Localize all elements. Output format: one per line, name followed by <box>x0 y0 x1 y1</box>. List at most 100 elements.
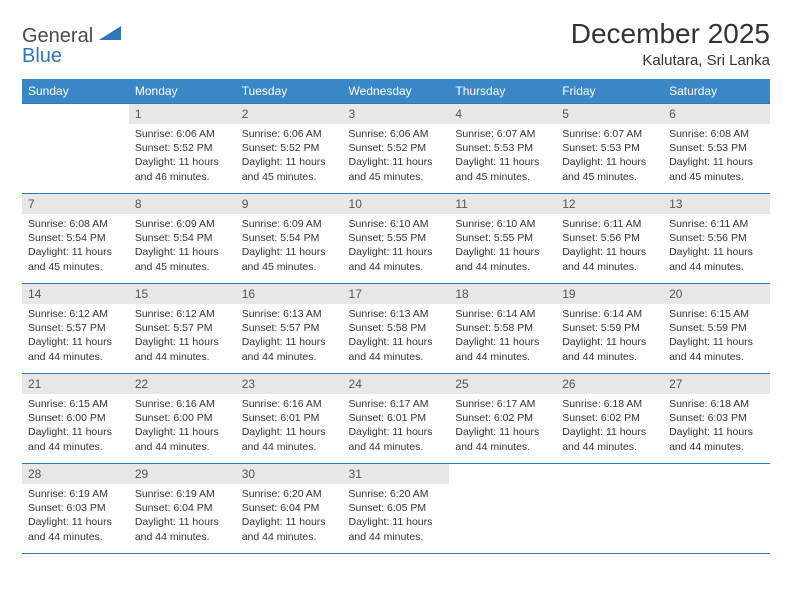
calendar-row: 7Sunrise: 6:08 AMSunset: 5:54 PMDaylight… <box>22 194 770 284</box>
day-cell: 18Sunrise: 6:14 AMSunset: 5:58 PMDayligh… <box>449 284 556 374</box>
day-cell: 27Sunrise: 6:18 AMSunset: 6:03 PMDayligh… <box>663 374 770 464</box>
logo-word2: Blue <box>22 45 62 67</box>
day-data: Sunrise: 6:17 AMSunset: 6:02 PMDaylight:… <box>449 394 556 458</box>
day-cell: 11Sunrise: 6:10 AMSunset: 5:55 PMDayligh… <box>449 194 556 284</box>
day-number: 17 <box>343 284 450 304</box>
location: Kalutara, Sri Lanka <box>571 52 770 69</box>
day-number: 3 <box>343 104 450 124</box>
day-cell: 21Sunrise: 6:15 AMSunset: 6:00 PMDayligh… <box>22 374 129 464</box>
day-number: 6 <box>663 104 770 124</box>
day-cell: 26Sunrise: 6:18 AMSunset: 6:02 PMDayligh… <box>556 374 663 464</box>
day-cell: 28Sunrise: 6:19 AMSunset: 6:03 PMDayligh… <box>22 464 129 554</box>
day-number: 10 <box>343 194 450 214</box>
calendar-head: SundayMondayTuesdayWednesdayThursdayFrid… <box>22 79 770 104</box>
day-number: 4 <box>449 104 556 124</box>
day-number: 11 <box>449 194 556 214</box>
day-cell: 17Sunrise: 6:13 AMSunset: 5:58 PMDayligh… <box>343 284 450 374</box>
calendar-row: 14Sunrise: 6:12 AMSunset: 5:57 PMDayligh… <box>22 284 770 374</box>
day-data: Sunrise: 6:10 AMSunset: 5:55 PMDaylight:… <box>343 214 450 278</box>
weekday-header: Wednesday <box>343 79 450 104</box>
calendar-table: SundayMondayTuesdayWednesdayThursdayFrid… <box>22 79 770 554</box>
day-cell: 8Sunrise: 6:09 AMSunset: 5:54 PMDaylight… <box>129 194 236 284</box>
weekday-header: Monday <box>129 79 236 104</box>
day-number: 13 <box>663 194 770 214</box>
empty-cell <box>663 464 770 554</box>
day-cell: 4Sunrise: 6:07 AMSunset: 5:53 PMDaylight… <box>449 104 556 194</box>
day-cell: 30Sunrise: 6:20 AMSunset: 6:04 PMDayligh… <box>236 464 343 554</box>
weekday-header: Saturday <box>663 79 770 104</box>
day-data: Sunrise: 6:07 AMSunset: 5:53 PMDaylight:… <box>556 124 663 188</box>
day-data: Sunrise: 6:19 AMSunset: 6:03 PMDaylight:… <box>22 484 129 548</box>
day-data: Sunrise: 6:14 AMSunset: 5:58 PMDaylight:… <box>449 304 556 368</box>
day-data: Sunrise: 6:15 AMSunset: 6:00 PMDaylight:… <box>22 394 129 458</box>
day-data: Sunrise: 6:09 AMSunset: 5:54 PMDaylight:… <box>236 214 343 278</box>
day-cell: 15Sunrise: 6:12 AMSunset: 5:57 PMDayligh… <box>129 284 236 374</box>
day-cell: 7Sunrise: 6:08 AMSunset: 5:54 PMDaylight… <box>22 194 129 284</box>
empty-cell <box>449 464 556 554</box>
day-data: Sunrise: 6:11 AMSunset: 5:56 PMDaylight:… <box>556 214 663 278</box>
day-cell: 2Sunrise: 6:06 AMSunset: 5:52 PMDaylight… <box>236 104 343 194</box>
day-number: 12 <box>556 194 663 214</box>
day-number: 14 <box>22 284 129 304</box>
day-number: 15 <box>129 284 236 304</box>
day-cell: 24Sunrise: 6:17 AMSunset: 6:01 PMDayligh… <box>343 374 450 464</box>
logo-word1: General <box>22 25 93 47</box>
day-cell: 23Sunrise: 6:16 AMSunset: 6:01 PMDayligh… <box>236 374 343 464</box>
day-data: Sunrise: 6:18 AMSunset: 6:02 PMDaylight:… <box>556 394 663 458</box>
day-number: 16 <box>236 284 343 304</box>
day-number: 29 <box>129 464 236 484</box>
day-cell: 6Sunrise: 6:08 AMSunset: 5:53 PMDaylight… <box>663 104 770 194</box>
day-cell: 19Sunrise: 6:14 AMSunset: 5:59 PMDayligh… <box>556 284 663 374</box>
weekday-header: Thursday <box>449 79 556 104</box>
day-cell: 16Sunrise: 6:13 AMSunset: 5:57 PMDayligh… <box>236 284 343 374</box>
day-data: Sunrise: 6:12 AMSunset: 5:57 PMDaylight:… <box>22 304 129 368</box>
day-data: Sunrise: 6:11 AMSunset: 5:56 PMDaylight:… <box>663 214 770 278</box>
day-data: Sunrise: 6:08 AMSunset: 5:53 PMDaylight:… <box>663 124 770 188</box>
day-number: 26 <box>556 374 663 394</box>
day-number: 18 <box>449 284 556 304</box>
day-data: Sunrise: 6:19 AMSunset: 6:04 PMDaylight:… <box>129 484 236 548</box>
day-data: Sunrise: 6:06 AMSunset: 5:52 PMDaylight:… <box>236 124 343 188</box>
day-cell: 3Sunrise: 6:06 AMSunset: 5:52 PMDaylight… <box>343 104 450 194</box>
day-number: 7 <box>22 194 129 214</box>
day-data: Sunrise: 6:13 AMSunset: 5:58 PMDaylight:… <box>343 304 450 368</box>
day-data: Sunrise: 6:06 AMSunset: 5:52 PMDaylight:… <box>343 124 450 188</box>
day-data: Sunrise: 6:15 AMSunset: 5:59 PMDaylight:… <box>663 304 770 368</box>
weekday-header: Tuesday <box>236 79 343 104</box>
day-cell: 31Sunrise: 6:20 AMSunset: 6:05 PMDayligh… <box>343 464 450 554</box>
day-cell: 20Sunrise: 6:15 AMSunset: 5:59 PMDayligh… <box>663 284 770 374</box>
day-number: 27 <box>663 374 770 394</box>
day-data: Sunrise: 6:20 AMSunset: 6:05 PMDaylight:… <box>343 484 450 548</box>
day-number: 28 <box>22 464 129 484</box>
weekday-header: Sunday <box>22 79 129 104</box>
calendar-row: 21Sunrise: 6:15 AMSunset: 6:00 PMDayligh… <box>22 374 770 464</box>
header: General Blue December 2025 Kalutara, Sri… <box>22 18 770 69</box>
calendar-row: 1Sunrise: 6:06 AMSunset: 5:52 PMDaylight… <box>22 104 770 194</box>
day-number: 31 <box>343 464 450 484</box>
day-cell: 1Sunrise: 6:06 AMSunset: 5:52 PMDaylight… <box>129 104 236 194</box>
day-data: Sunrise: 6:18 AMSunset: 6:03 PMDaylight:… <box>663 394 770 458</box>
day-data: Sunrise: 6:20 AMSunset: 6:04 PMDaylight:… <box>236 484 343 548</box>
day-data: Sunrise: 6:10 AMSunset: 5:55 PMDaylight:… <box>449 214 556 278</box>
day-cell: 10Sunrise: 6:10 AMSunset: 5:55 PMDayligh… <box>343 194 450 284</box>
day-number: 5 <box>556 104 663 124</box>
day-data: Sunrise: 6:16 AMSunset: 6:01 PMDaylight:… <box>236 394 343 458</box>
empty-cell <box>556 464 663 554</box>
day-data: Sunrise: 6:14 AMSunset: 5:59 PMDaylight:… <box>556 304 663 368</box>
day-data: Sunrise: 6:06 AMSunset: 5:52 PMDaylight:… <box>129 124 236 188</box>
day-data: Sunrise: 6:13 AMSunset: 5:57 PMDaylight:… <box>236 304 343 368</box>
day-cell: 14Sunrise: 6:12 AMSunset: 5:57 PMDayligh… <box>22 284 129 374</box>
empty-cell <box>22 104 129 194</box>
logo: General Blue <box>22 18 121 66</box>
weekday-row: SundayMondayTuesdayWednesdayThursdayFrid… <box>22 79 770 104</box>
weekday-header: Friday <box>556 79 663 104</box>
calendar-row: 28Sunrise: 6:19 AMSunset: 6:03 PMDayligh… <box>22 464 770 554</box>
day-data: Sunrise: 6:09 AMSunset: 5:54 PMDaylight:… <box>129 214 236 278</box>
day-data: Sunrise: 6:07 AMSunset: 5:53 PMDaylight:… <box>449 124 556 188</box>
day-number: 25 <box>449 374 556 394</box>
logo-triangle-icon <box>99 26 121 42</box>
day-number: 24 <box>343 374 450 394</box>
day-data: Sunrise: 6:12 AMSunset: 5:57 PMDaylight:… <box>129 304 236 368</box>
title-block: December 2025 Kalutara, Sri Lanka <box>571 18 770 69</box>
day-data: Sunrise: 6:08 AMSunset: 5:54 PMDaylight:… <box>22 214 129 278</box>
